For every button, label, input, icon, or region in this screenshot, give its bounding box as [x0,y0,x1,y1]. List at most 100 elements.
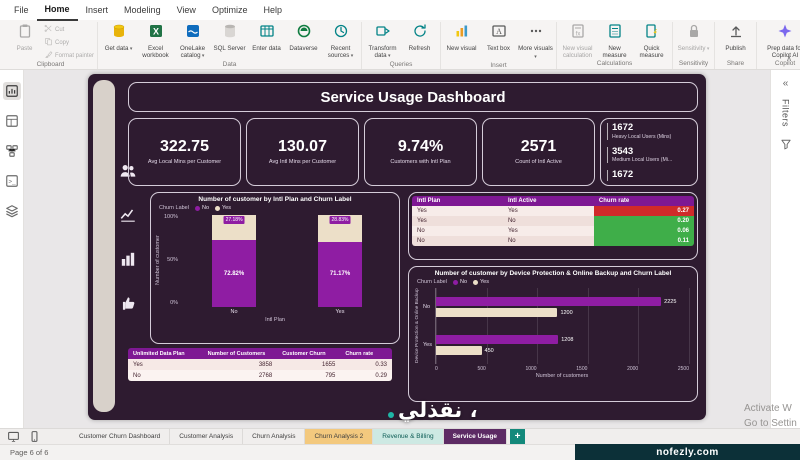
legend-no[interactable]: No [194,205,209,211]
new-measure-button[interactable]: New measure [596,22,633,60]
prep-data-for-copilot-ai-button[interactable]: Prep data for Copilot AI [759,22,800,60]
ribbon-group-data: Get data ▾ X Excel workbook OneLake catalog… [98,22,363,69]
enter-data-button[interactable]: Enter data [248,22,285,53]
deployment-view-icon[interactable] [3,202,21,220]
kpi-card-customers-with-intl-plan[interactable]: 9.74% Customers with Intl Plan [364,118,477,186]
intl-table-row[interactable]: Yes Yes 0.27 [412,206,694,216]
intl-table-row[interactable]: Yes No 0.20 [412,216,694,226]
data-view-icon[interactable] [3,112,21,130]
refresh-button[interactable]: Refresh [401,22,438,53]
tab-churn-analysis-2[interactable]: Churn Analysis 2 [305,428,374,445]
collapse-ribbon-icon[interactable]: ∧ [786,54,792,63]
kpi-card-avg-intl-mins-per-customer[interactable]: 130.07 Avg Intl Mins per Customer [246,118,359,186]
column-bar-no[interactable]: 72.82% 27.18% [212,215,257,307]
ribbon-group-share: Publish Share [715,22,758,69]
transform-data-button[interactable]: Transform data ▾ [364,22,401,61]
publish-icon [728,23,744,44]
ribbon-group-copilot: Prep data for Copilot AI Copilot [757,22,800,69]
dataverse-button[interactable]: Dataverse [285,22,322,53]
menu-bar: File Home Insert Modeling View Optimize Help [0,0,800,21]
tab-customer-churn-dashboard[interactable]: Customer Churn Dashboard [70,428,171,445]
hbar-category-label: Yes [423,342,432,348]
intl-table-header: Intl Plan Intl Active Churn rate [412,196,694,206]
legend-dot-icon [452,279,458,285]
dashboard-title: Service Usage Dashboard [320,88,506,106]
svg-text:X: X [153,27,159,37]
left-rail: >_ [0,70,24,428]
intl-table: Intl Plan Intl Active Churn rate Yes Yes 0.27… [412,196,694,246]
bar-no-yes[interactable]: 1200 [436,308,573,317]
dax-query-view-icon[interactable]: >_ [3,172,21,190]
column-chart-ylabel: Number of customer [155,235,161,285]
paste-button[interactable]: Paste [6,22,43,53]
new-visual-calculation-button[interactable]: fx New visual calculation [559,22,596,60]
bar-yes-no[interactable]: 1208 [436,335,573,344]
tab-customer-analysis[interactable]: Customer Analysis [170,428,244,445]
bar-yes-yes[interactable]: 450 [436,346,494,355]
ribbon-group-sensitivity: Sensitivity ▾ Sensitivity [673,22,716,69]
new-visual-button[interactable]: New visual [443,22,480,53]
bar-no-no[interactable]: 2225 [436,297,676,306]
newvisual-icon [454,23,470,44]
ribbon-group-label: Share [726,60,745,67]
kpi-row: 322.75 Avg Local Mins per Customer 130.07 A… [128,118,698,186]
legend-dot-icon [194,205,200,211]
sensitivity-button[interactable]: Sensitivity ▾ [675,22,712,54]
format-painter-button[interactable]: Format painter [44,50,94,61]
legend-yes[interactable]: Yes [473,279,489,285]
tab-churn-analysis[interactable]: Churn Analysis [243,428,306,445]
kpi-card-count-of-intl-active[interactable]: 2571 Count of Intl Active [482,118,595,186]
intl-table-panel[interactable]: Intl Plan Intl Active Churn rate Yes Yes 0.27… [408,192,698,260]
mobile-view-button[interactable] [27,429,42,444]
data-plan-table-panel[interactable]: Unlimited Data Plan Number of Customers Cu… [128,348,392,402]
recent-sources-button[interactable]: Recent sources ▾ [322,22,359,61]
table-icon [259,23,275,44]
people-icon [119,162,137,180]
onelake-catalog-button[interactable]: OneLake catalog ▾ [174,22,211,61]
publish-button[interactable]: Publish [717,22,754,53]
more-visuals-button[interactable]: More visuals ▾ [517,22,554,62]
column-bar-yes[interactable]: 71.17% 28.83% [318,215,362,307]
data-plan-table-header: Unlimited Data Plan Number of Customers Cu… [128,348,392,360]
column-chart-panel[interactable]: Number of customer by Intl Plan and Chur… [150,192,400,344]
column-chart-title: Number of customer by Intl Plan and Chur… [198,196,352,203]
svg-text:>_: >_ [8,179,16,186]
legend-yes[interactable]: Yes [215,205,231,211]
menu-file[interactable]: File [14,5,29,15]
menu-modeling[interactable]: Modeling [124,5,161,15]
get-data-button[interactable]: Get data ▾ [100,22,137,54]
report-view-icon[interactable] [2,82,21,100]
hbar-chart-panel[interactable]: Number of customer by Device Protection … [408,266,698,402]
text-box-button[interactable]: A Text box [480,22,517,53]
expand-filters-icon[interactable]: « [782,78,789,89]
intl-table-row[interactable]: No No 0.11 [412,236,694,246]
tab-service-usage[interactable]: Service Usage [443,428,508,445]
menu-help[interactable]: Help [263,5,282,15]
excel-workbook-button[interactable]: X Excel workbook [137,22,174,60]
ribbon-group-label: Clipboard [36,61,65,68]
data-plan-table-row[interactable]: No 2768 795 0.29 [128,370,392,382]
tab-revenue-billing[interactable]: Revenue & Billing [373,428,444,445]
data-plan-table-row[interactable]: Yes 3858 1655 0.33 [128,359,392,371]
legend-no[interactable]: No [452,279,467,285]
intl-table-row[interactable]: No Yes 0.06 [412,226,694,236]
menu-insert[interactable]: Insert [85,5,109,15]
hbar-legend: Churn Label No Yes [417,279,489,285]
sql-server-button[interactable]: SQL Server [211,22,248,53]
cut-button[interactable]: Cut [44,24,94,35]
add-page-button[interactable]: + [510,429,526,444]
menu-home[interactable]: Home [36,0,78,21]
churn-rate-cell: 0.27 [593,206,694,216]
quick-measure-button[interactable]: Quick measure [633,22,670,60]
column-chart-xlabel: Intl Plan [265,317,285,323]
page-tab-bar: Customer Churn Dashboard Customer Analysi… [0,428,800,445]
multirow-card[interactable]: 1672 Heavy Local Users (Mins) 3543 Medium L… [600,118,698,186]
desktop-view-button[interactable] [6,429,21,444]
model-view-icon[interactable] [3,142,21,160]
ribbon-group-clipboard: Paste Cut Copy Format painter Clipboard [4,22,99,69]
copy-button[interactable]: Copy [44,37,94,48]
kpi-card-avg-local-mins-per-customer[interactable]: 322.75 Avg Local Mins per Customer [128,118,241,186]
menu-optimize[interactable]: Optimize [211,5,248,15]
dashboard-title-box[interactable]: Service Usage Dashboard [128,82,698,112]
menu-view[interactable]: View [176,5,196,15]
